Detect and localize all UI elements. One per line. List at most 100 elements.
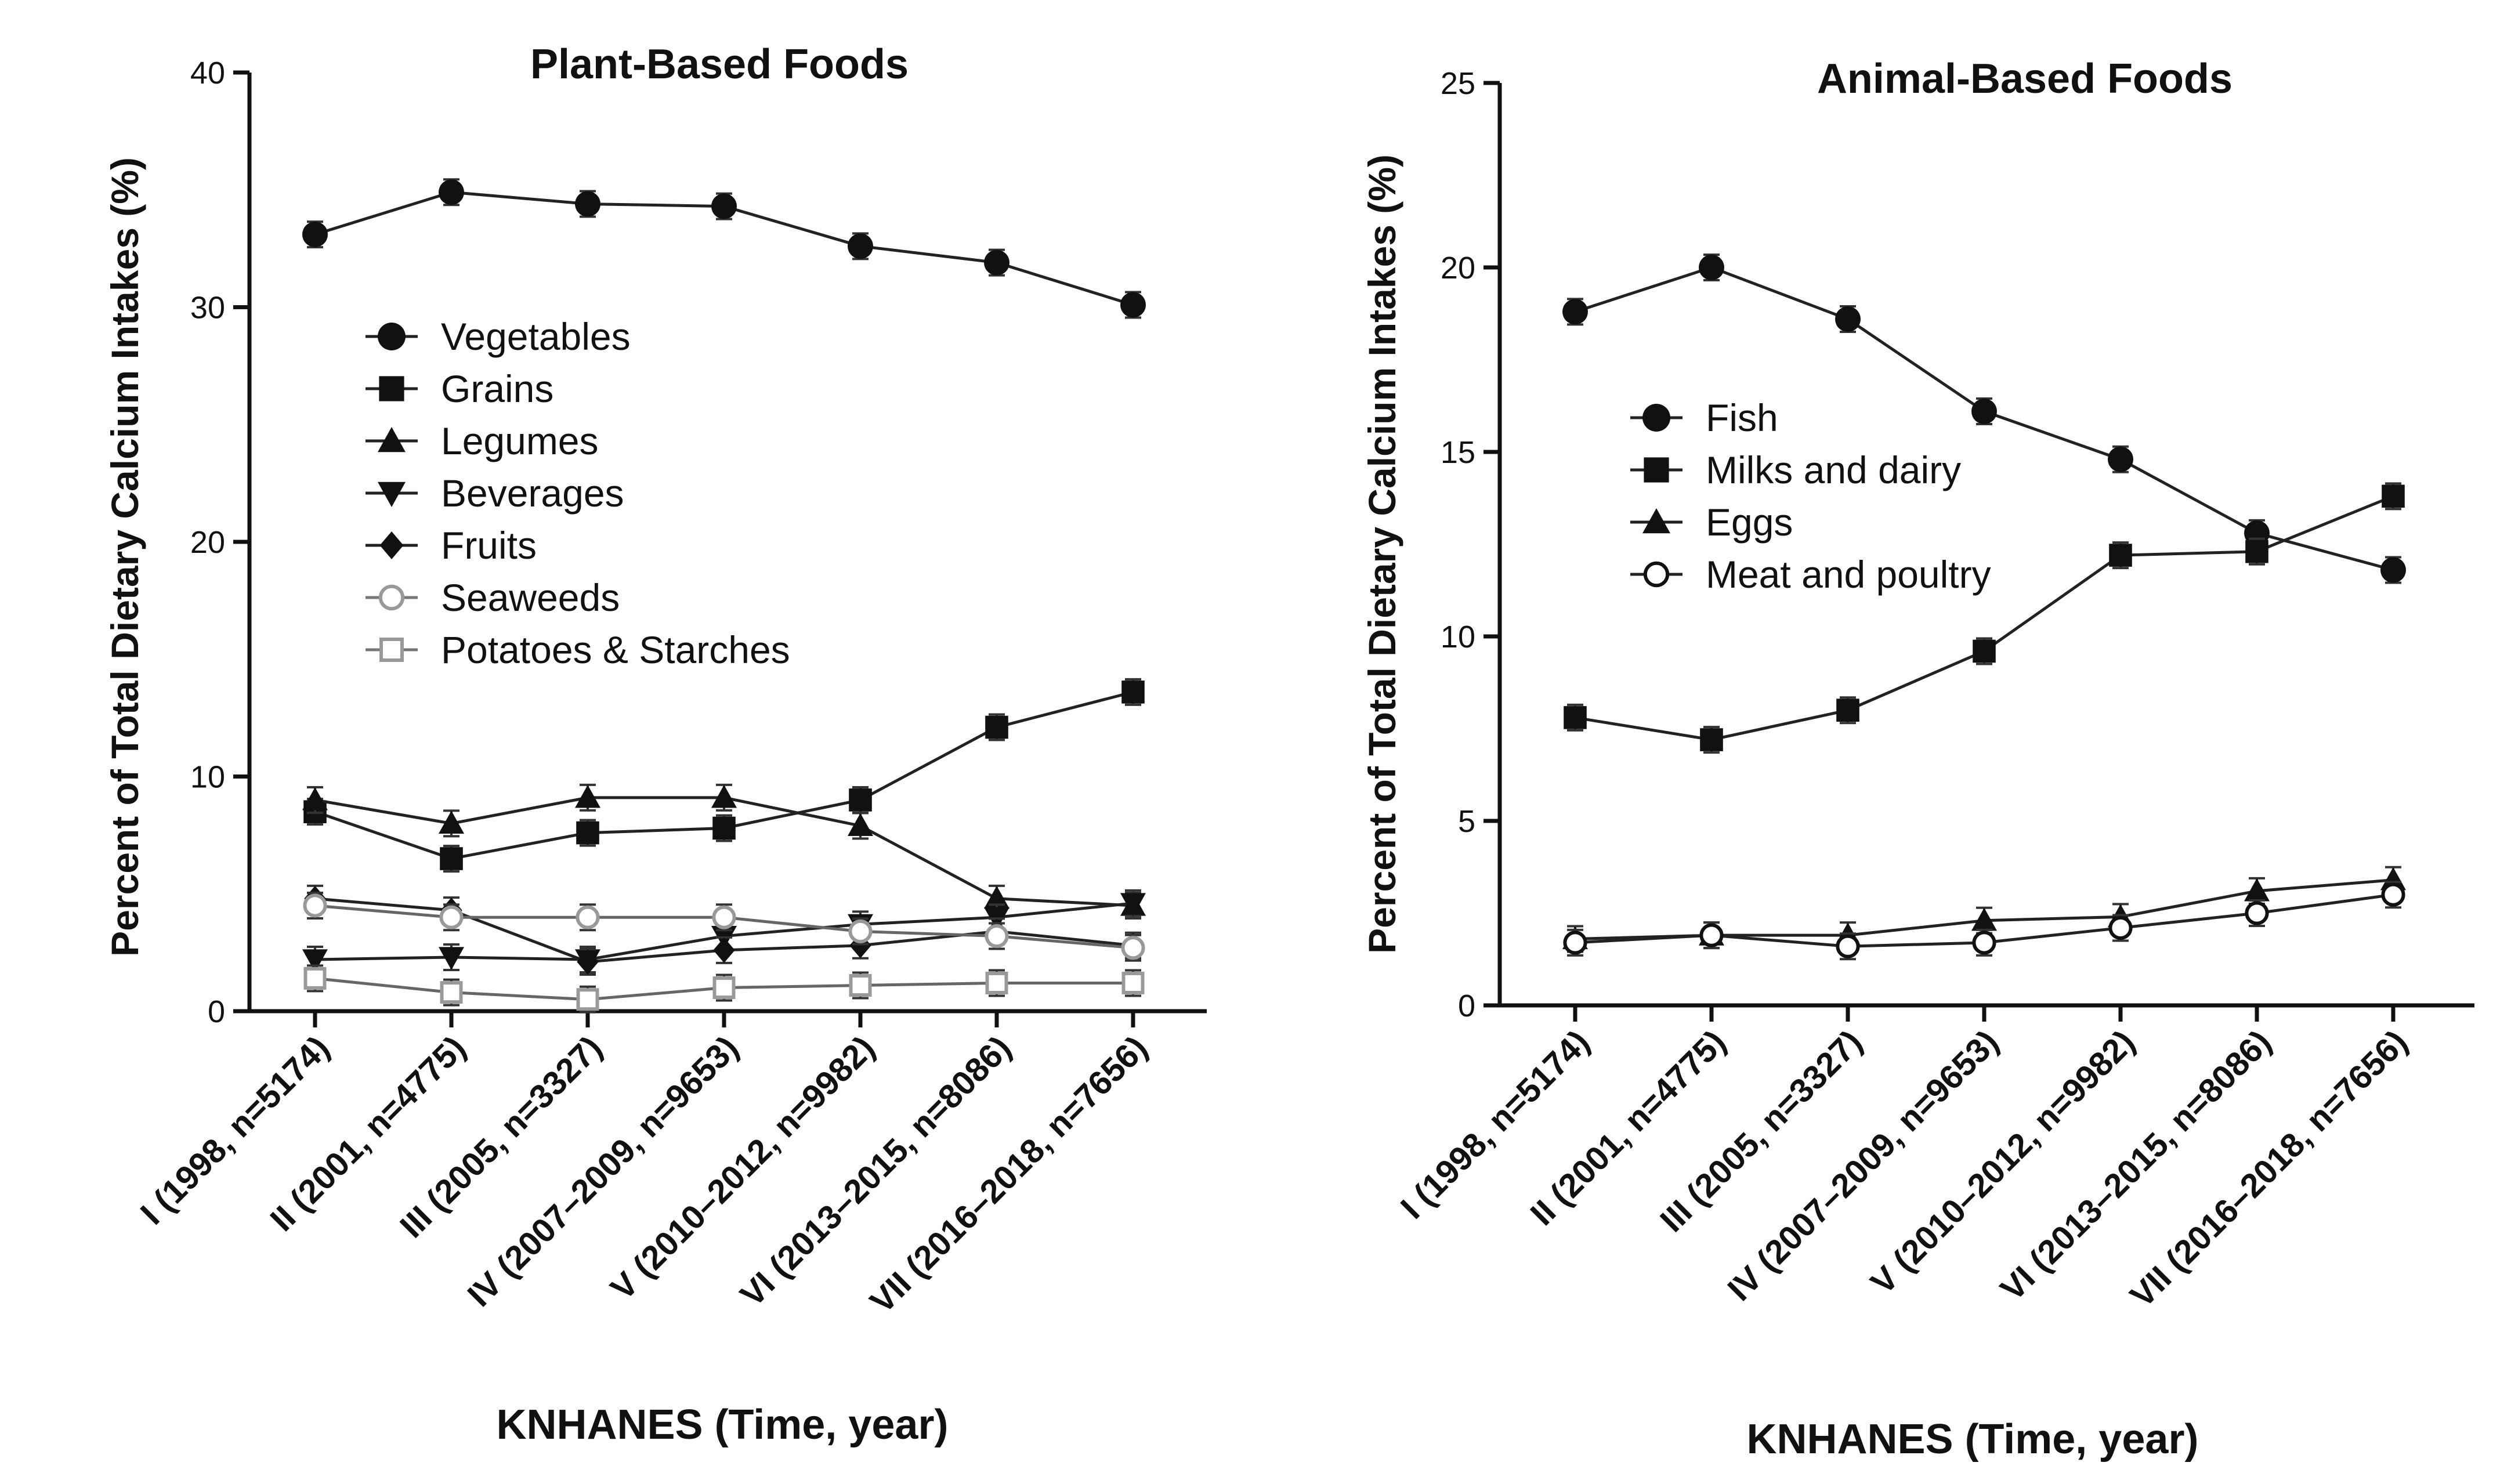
plant-legend-marker-grains	[379, 376, 404, 401]
animal-y-axis-label: Percent of Total Dietary Calcium Intakes…	[1361, 154, 1403, 954]
plant-legend-label: Grains	[441, 367, 553, 410]
animal-point-milks-and-dairy	[1564, 706, 1587, 729]
animal-point-meat-and-poultry	[1972, 931, 1996, 955]
plant-legend-item-vegetables: Vegetables	[366, 315, 631, 358]
animal-y-tick-label: 5	[1458, 804, 1475, 839]
plant-point-vegetables	[575, 191, 600, 217]
animal-point-eggs	[2244, 878, 2270, 902]
plant-point-grains	[1121, 681, 1145, 704]
plant-point-vegetables	[848, 233, 873, 259]
animal-point-meat-and-poultry	[1563, 931, 1587, 955]
plant-point-legumes	[302, 787, 328, 810]
animal-legend-label: Fish	[1706, 396, 1778, 439]
plant-category-label: VII (2016–2018, n=7656)	[863, 1029, 1155, 1320]
animal-point-fish	[2108, 446, 2133, 472]
plant-point-grains	[576, 821, 599, 845]
animal-point-milks-and-dairy	[1700, 728, 1723, 751]
plant-point-legumes	[984, 885, 1009, 909]
animal-series-milks-and-dairy	[1564, 482, 2405, 754]
plant-point-seaweeds	[848, 919, 873, 944]
animal-point-fish	[2380, 557, 2406, 583]
animal-point-milks-and-dairy	[2109, 544, 2132, 567]
animal-category-label: V (2010–2012, n=9982)	[1864, 1023, 2142, 1301]
plant-legend-label: Vegetables	[441, 315, 631, 358]
animal-point-fish	[1835, 306, 1861, 332]
plant-point-grains	[849, 788, 872, 812]
plant-legend-label: Seaweeds	[441, 576, 620, 619]
plant-legend-item-potatoes-starches: Potatoes & Starches	[366, 628, 790, 671]
plant-legend-item-legumes: Legumes	[366, 419, 599, 462]
plant-point-potatoes-starches	[440, 981, 463, 1004]
plant-series-potatoes-starches	[303, 964, 1145, 1014]
animal-category-label: VI (2013–2015, n=8086)	[1993, 1023, 2278, 1308]
plant-legend-label: Potatoes & Starches	[441, 628, 790, 671]
animal-point-fish	[1699, 255, 1724, 280]
animal-series-fish	[1562, 254, 2406, 584]
animal-y-tick-label: 20	[1441, 251, 1475, 285]
animal-point-eggs	[1971, 907, 1997, 931]
plant-series-vegetables	[302, 178, 1146, 319]
animal-legend-marker-milks-and-dairy	[1644, 457, 1669, 483]
plant-point-potatoes-starches	[576, 988, 599, 1011]
animal-point-fish	[1562, 299, 1588, 325]
plant-legend-item-fruits: Fruits	[366, 524, 537, 567]
plant-legend-label: Legumes	[441, 419, 599, 462]
animal-point-milks-and-dairy	[1973, 639, 1996, 663]
plant-legend-label: Fruits	[441, 524, 537, 567]
plant-point-beverages	[439, 947, 464, 970]
plant-point-seaweeds	[712, 905, 736, 929]
animal-legend-item-milks-and-dairy: Milks and dairy	[1630, 448, 1961, 491]
plant-legend-marker-potatoes-starches	[379, 638, 404, 662]
plant-point-legumes	[439, 810, 464, 834]
animal-point-meat-and-poultry	[1699, 923, 1724, 947]
plant-legend-marker-fruits	[379, 531, 404, 559]
plant-category-label: VI (2013–2015, n=8086)	[733, 1029, 1018, 1314]
plant-y-axis-label: Percent of Total Dietary Calcium Intakes…	[103, 157, 146, 957]
plant-point-potatoes-starches	[303, 967, 327, 990]
animal-legend-marker-fish	[1642, 404, 1670, 432]
animal-point-meat-and-poultry	[1836, 934, 1860, 958]
plant-legend-item-seaweeds: Seaweeds	[366, 576, 620, 619]
plant-point-vegetables	[439, 179, 464, 205]
plant-point-fruits	[577, 949, 599, 975]
animal-legend-item-fish: Fish	[1630, 396, 1778, 439]
plant-point-legumes	[848, 813, 873, 837]
animal-x-axis-label: KNHANES (Time, year)	[1747, 1416, 2199, 1463]
plant-point-potatoes-starches	[849, 974, 872, 997]
animal-point-meat-and-poultry	[2381, 882, 2405, 907]
plant-point-seaweeds	[1121, 936, 1145, 960]
animal-y-tick-label: 0	[1458, 989, 1475, 1023]
animal-legend-label: Eggs	[1706, 501, 1793, 544]
animal-category-label: VII (2016–2018, n=7656)	[2123, 1023, 2415, 1315]
plant-legend-label: Beverages	[441, 472, 624, 515]
animal-y-tick-label: 15	[1441, 435, 1475, 470]
animal-point-milks-and-dairy	[2245, 540, 2268, 563]
plant-series-seaweeds	[303, 891, 1145, 962]
plant-panel: Plant-Based Foods Percent of Total Dieta…	[103, 41, 1207, 1448]
plant-y-tick-label: 10	[190, 760, 225, 795]
plant-point-vegetables	[984, 249, 1009, 276]
animal-chart-title: Animal-Based Foods	[1817, 56, 2233, 102]
animal-y-tick-label: 10	[1441, 620, 1475, 654]
plant-series-grains	[303, 678, 1145, 873]
plant-legend-marker-seaweeds	[378, 584, 405, 611]
animal-y-tick-label: 25	[1441, 66, 1475, 101]
plant-point-grains	[985, 715, 1008, 739]
plant-point-seaweeds	[439, 905, 464, 929]
plant-point-seaweeds	[985, 924, 1009, 949]
plant-point-beverages	[1120, 893, 1146, 916]
plant-y-tick-label: 30	[190, 291, 225, 325]
plant-point-seaweeds	[576, 905, 600, 929]
animal-point-meat-and-poultry	[2108, 915, 2133, 940]
plant-legend-item-grains: Grains	[366, 367, 553, 410]
animal-point-fish	[1971, 399, 1997, 425]
plant-y-tick-label: 20	[190, 525, 225, 560]
animal-panel: Animal-Based Foods Percent of Total Diet…	[1361, 56, 2474, 1463]
plant-category-label: IV (2007–2009, n=9653)	[460, 1029, 746, 1314]
animal-legend-item-eggs: Eggs	[1630, 501, 1793, 544]
animal-line-milks-and-dairy	[1575, 495, 2394, 741]
animal-point-meat-and-poultry	[2245, 901, 2269, 925]
plant-point-vegetables	[1120, 292, 1146, 318]
plant-point-vegetables	[711, 193, 737, 219]
